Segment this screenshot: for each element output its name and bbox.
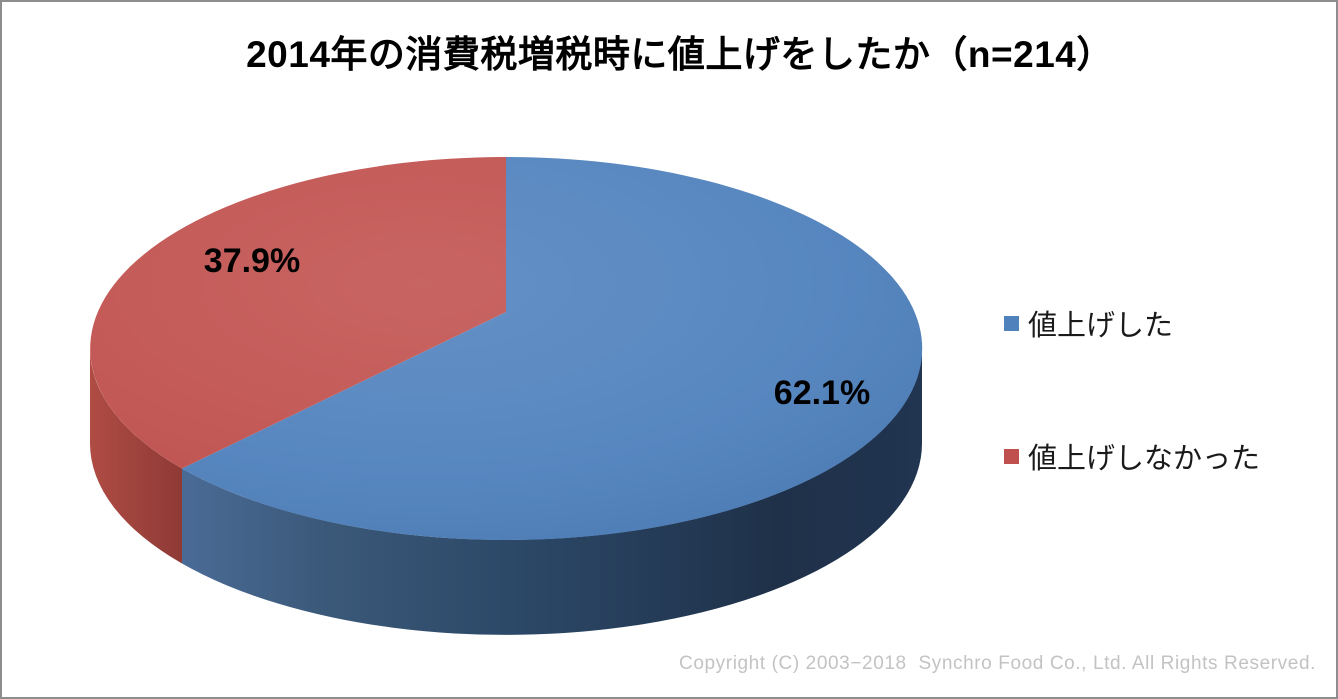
pie-lighting-overlay (90, 157, 922, 540)
legend-swatch-not-raised-icon (1004, 448, 1019, 464)
data-label-not-raised: 37.9% (203, 242, 301, 280)
pie-slice-raised-side (182, 348, 922, 635)
chart-title: 2014年の消費税増税時に値上げをしたか（n=214） (246, 34, 1114, 75)
data-label-raised: 62.1% (773, 374, 871, 412)
legend-item-raised: 値上げした (1004, 302, 1173, 344)
legend-label-not-raised: 値上げしなかった (1028, 443, 1261, 475)
legend-label-raised: 値上げした (1028, 310, 1174, 342)
legend-swatch-raised-icon (1004, 315, 1019, 331)
pie-slice-not-raised-side (90, 348, 182, 564)
legend-item-not-raised: 値上げしなかった (1004, 435, 1260, 477)
copyright-notice: Copyright (C) 2003−2018 Synchro Food Co.… (679, 653, 1316, 674)
